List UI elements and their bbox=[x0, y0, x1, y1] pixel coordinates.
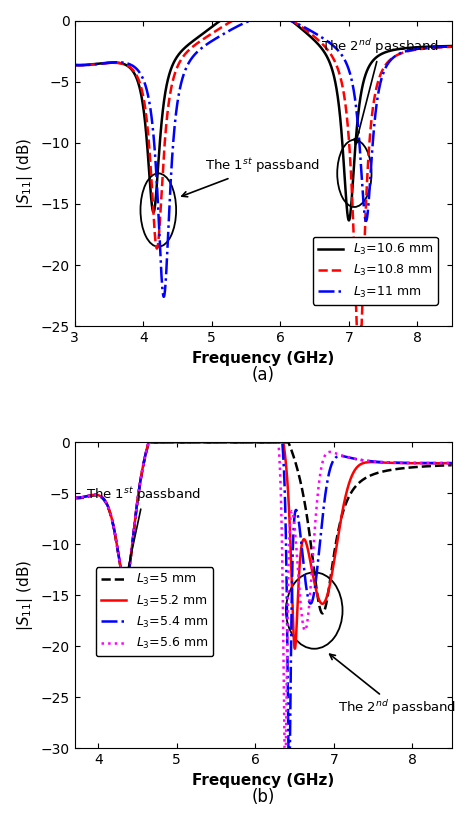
$L_3$=11 mm bbox=[140, 74, 146, 84]
$L_3$=5.4 mm bbox=[72, 493, 78, 503]
$L_3$=10.8 mm bbox=[354, 321, 360, 331]
$L_3$=10.8 mm bbox=[140, 91, 146, 101]
$L_3$=5.4 mm bbox=[146, 437, 151, 447]
$L_3$=11 mm bbox=[353, 103, 359, 112]
$L_3$=5 mm bbox=[216, 437, 222, 447]
Legend: $L_3$=10.6 mm, $L_3$=10.8 mm, $L_3$=11 mm: $L_3$=10.6 mm, $L_3$=10.8 mm, $L_3$=11 m… bbox=[312, 237, 438, 304]
$L_3$=10.8 mm bbox=[216, 24, 221, 34]
$L_3$=5.6 mm bbox=[298, 602, 304, 612]
$L_3$=10.8 mm bbox=[353, 302, 359, 312]
$L_3$=5 mm bbox=[449, 460, 455, 470]
Y-axis label: $|S_{11}|$ (dB): $|S_{11}|$ (dB) bbox=[15, 137, 35, 209]
Line: $L_3$=5.6 mm: $L_3$=5.6 mm bbox=[75, 442, 452, 748]
X-axis label: Frequency (GHz): Frequency (GHz) bbox=[192, 772, 334, 787]
Text: The 1$^{st}$ passband: The 1$^{st}$ passband bbox=[182, 156, 320, 197]
$L_3$=5.2 mm bbox=[292, 643, 298, 653]
Line: $L_3$=11 mm: $L_3$=11 mm bbox=[75, 21, 452, 297]
Line: $L_3$=5.2 mm: $L_3$=5.2 mm bbox=[75, 442, 452, 648]
$L_3$=5.6 mm bbox=[449, 458, 455, 468]
$L_3$=5.6 mm bbox=[317, 471, 323, 480]
$L_3$=10.6 mm bbox=[346, 216, 352, 226]
$L_3$=5.2 mm bbox=[72, 493, 78, 503]
$L_3$=10.6 mm bbox=[72, 60, 78, 70]
$L_3$=11 mm bbox=[317, 31, 323, 41]
$L_3$=5.4 mm bbox=[382, 457, 388, 467]
$L_3$=5 mm bbox=[353, 480, 359, 490]
$L_3$=5 mm bbox=[319, 609, 325, 619]
$L_3$=10.6 mm bbox=[382, 47, 388, 57]
Y-axis label: $|S_{11}|$ (dB): $|S_{11}|$ (dB) bbox=[15, 560, 35, 631]
$L_3$=11 mm bbox=[72, 60, 78, 70]
$L_3$=11 mm bbox=[216, 31, 222, 41]
$L_3$=5.6 mm bbox=[216, 437, 222, 447]
X-axis label: Frequency (GHz): Frequency (GHz) bbox=[192, 351, 334, 366]
$L_3$=10.6 mm bbox=[218, 16, 223, 26]
$L_3$=5.6 mm bbox=[72, 493, 78, 503]
$L_3$=5 mm bbox=[382, 466, 388, 476]
Text: The 2$^{nd}$ passband: The 2$^{nd}$ passband bbox=[321, 37, 440, 145]
$L_3$=10.6 mm bbox=[216, 17, 221, 26]
$L_3$=10.8 mm bbox=[382, 61, 388, 71]
$L_3$=5.2 mm bbox=[449, 458, 455, 468]
$L_3$=10.6 mm bbox=[298, 23, 304, 33]
$L_3$=5.4 mm bbox=[317, 537, 323, 547]
$L_3$=10.6 mm bbox=[353, 131, 359, 141]
$L_3$=5.2 mm bbox=[146, 437, 151, 447]
$L_3$=5.6 mm bbox=[353, 454, 359, 464]
$L_3$=10.8 mm bbox=[298, 22, 304, 31]
Text: The 1$^{st}$ passband: The 1$^{st}$ passband bbox=[86, 485, 201, 576]
$L_3$=5.4 mm bbox=[353, 454, 359, 464]
$L_3$=5.4 mm bbox=[298, 535, 304, 545]
$L_3$=5.2 mm bbox=[353, 463, 359, 473]
$L_3$=5 mm bbox=[146, 437, 152, 447]
$L_3$=10.6 mm bbox=[317, 41, 323, 51]
Line: $L_3$=5 mm: $L_3$=5 mm bbox=[75, 442, 452, 614]
$L_3$=5.4 mm bbox=[140, 461, 146, 471]
$L_3$=10.8 mm bbox=[449, 42, 455, 52]
$L_3$=5.2 mm bbox=[317, 597, 323, 607]
$L_3$=11 mm bbox=[298, 21, 304, 31]
$L_3$=5 mm bbox=[140, 461, 146, 471]
Text: The 2$^{nd}$ passband: The 2$^{nd}$ passband bbox=[329, 654, 456, 718]
$L_3$=11 mm bbox=[248, 16, 254, 26]
Text: (b): (b) bbox=[252, 788, 275, 805]
$L_3$=5.6 mm bbox=[140, 461, 146, 471]
$L_3$=11 mm bbox=[161, 292, 166, 302]
$L_3$=5.6 mm bbox=[382, 457, 388, 467]
Line: $L_3$=10.8 mm: $L_3$=10.8 mm bbox=[75, 21, 452, 326]
$L_3$=5.6 mm bbox=[282, 743, 287, 753]
$L_3$=5 mm bbox=[317, 604, 323, 614]
$L_3$=10.6 mm bbox=[140, 102, 146, 112]
$L_3$=5.2 mm bbox=[298, 546, 304, 556]
$L_3$=11 mm bbox=[449, 41, 455, 51]
$L_3$=10.6 mm bbox=[449, 41, 455, 51]
Line: $L_3$=10.6 mm: $L_3$=10.6 mm bbox=[75, 21, 452, 221]
$L_3$=11 mm bbox=[382, 65, 388, 74]
Legend: $L_3$=5 mm, $L_3$=5.2 mm, $L_3$=5.4 mm, $L_3$=5.6 mm: $L_3$=5 mm, $L_3$=5.2 mm, $L_3$=5.4 mm, … bbox=[96, 567, 213, 657]
$L_3$=10.8 mm bbox=[72, 60, 78, 70]
$L_3$=5.2 mm bbox=[216, 437, 222, 447]
Line: $L_3$=5.4 mm: $L_3$=5.4 mm bbox=[75, 442, 452, 748]
$L_3$=5.6 mm bbox=[146, 437, 151, 447]
$L_3$=5.2 mm bbox=[382, 457, 388, 467]
$L_3$=5 mm bbox=[298, 479, 304, 489]
$L_3$=5 mm bbox=[72, 493, 78, 503]
$L_3$=5.4 mm bbox=[449, 458, 455, 468]
$L_3$=10.8 mm bbox=[317, 36, 323, 46]
$L_3$=5.4 mm bbox=[216, 437, 222, 447]
Text: (a): (a) bbox=[252, 366, 275, 384]
$L_3$=5.4 mm bbox=[285, 743, 291, 753]
$L_3$=10.8 mm bbox=[230, 16, 236, 26]
$L_3$=5.2 mm bbox=[140, 461, 146, 471]
